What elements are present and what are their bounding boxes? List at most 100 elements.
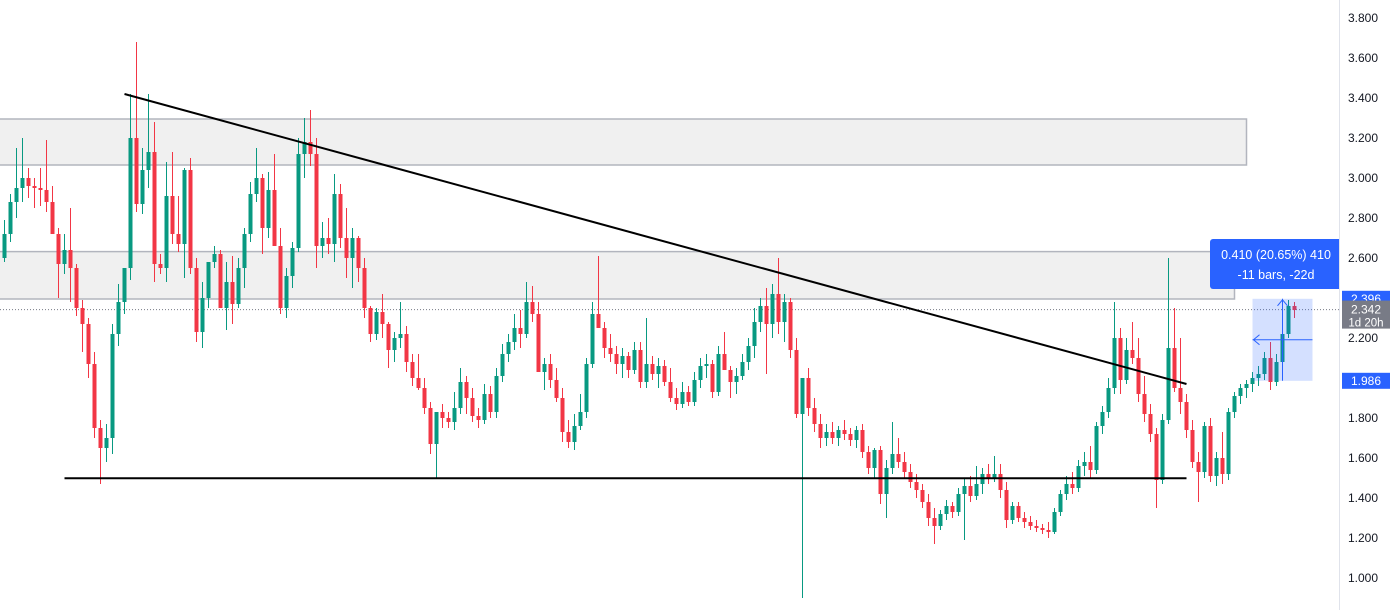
candle-body [260,178,265,228]
candle-body [50,202,55,234]
candle-body [284,276,289,308]
candle [104,424,109,462]
candle-body [308,142,313,154]
candle [710,360,715,398]
price-label-text: 2.342 [1351,303,1381,317]
candle-body [254,178,259,194]
candle-body [242,234,247,268]
candle [890,422,895,474]
candle [1160,414,1165,484]
candle [728,366,733,398]
price-axis[interactable]: 3.8003.6003.4003.2003.0002.8002.6002.400… [1339,0,1395,610]
candle [1118,328,1123,394]
candle-body [1172,348,1177,388]
candle-body [944,506,949,514]
candle [398,302,403,348]
candle [446,412,451,428]
candle-body [866,452,871,468]
candle [698,358,703,388]
candle-body [872,450,877,468]
candle-body [1292,306,1297,310]
candle [98,420,103,484]
candle [566,420,571,448]
candle [14,148,19,218]
candle-body [1268,358,1273,382]
candle-body [404,334,409,362]
candle-body [656,366,661,374]
candle-body [518,328,523,334]
candle [788,298,793,358]
candle [1076,460,1081,492]
candle-body [920,490,925,502]
zones-layer [0,118,1248,300]
candle-body [464,382,469,398]
candle [182,168,187,278]
price-tick-label: 1.800 [1348,411,1378,425]
price-tick-label: 2.800 [1348,211,1378,225]
candle-body [770,294,775,324]
candle-body [158,264,163,268]
candle [380,294,385,338]
candle-body [494,376,499,412]
candle [1238,384,1243,404]
candle [416,354,421,390]
candle-body [680,392,685,404]
candle-body [632,350,637,370]
candle-body [950,506,955,512]
candle [1208,418,1213,482]
candle [794,338,799,418]
candle-body [638,350,643,382]
candle-body [644,364,649,382]
candle [998,464,1003,498]
candle-body [1148,414,1153,434]
candle [758,298,763,332]
candle-body [386,324,391,350]
candle-body [500,354,505,376]
resistance-zone-1[interactable] [0,118,1248,166]
candle [1100,406,1105,434]
candle-body [734,376,739,382]
measure-tooltip-change: 0.410 (20.65%) 410 [1221,248,1331,262]
candle-body [320,238,325,246]
candle-body [1124,350,1129,380]
candle-body [1214,458,1219,476]
candle [338,184,343,248]
candle [140,148,145,214]
candle-body [482,394,487,420]
descending-trendline[interactable] [124,93,1187,385]
candle [1016,502,1021,522]
candle [926,494,931,526]
candle [434,412,439,478]
candle [218,250,223,308]
candle [1052,508,1057,534]
candle-body [194,268,199,332]
candle-body [38,188,43,190]
candle [134,42,139,212]
measure-tool[interactable]: 0.410 (20.65%) 410 -11 bars, -22d [1210,239,1342,381]
candle [950,502,955,518]
resistance-zone-2[interactable] [0,250,1236,300]
candle [260,174,265,254]
candle [404,326,409,372]
candle [704,354,709,378]
measure-tooltip-bars: -11 bars, -22d [1238,268,1315,282]
candle-body [800,378,805,414]
candle-body [1220,458,1225,474]
candle-body [44,190,49,202]
candle-body [824,432,829,438]
candle [1004,482,1009,528]
candle [716,346,721,396]
candle [308,110,313,166]
candle-body [1058,494,1063,512]
candle [614,346,619,374]
bar-countdown-text: 1d 20h [1348,318,1383,330]
candle-body [590,314,595,364]
candle-body [782,302,787,322]
candle-body [884,468,889,494]
candle [1124,338,1129,384]
candle [1292,302,1297,318]
candle [1166,258,1171,424]
candle-body [170,196,175,234]
